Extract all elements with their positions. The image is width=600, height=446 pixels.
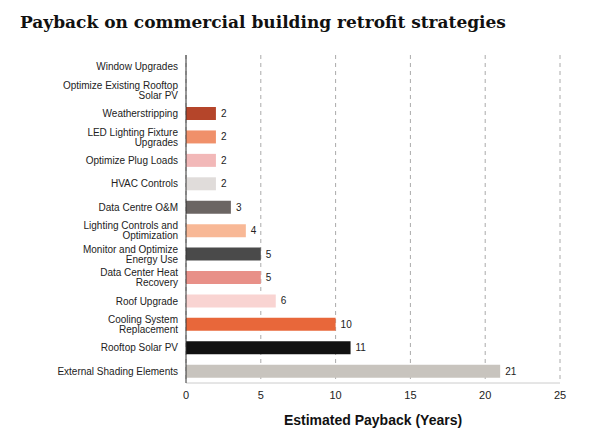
- svg-text:2: 2: [221, 155, 227, 166]
- svg-text:4: 4: [251, 225, 257, 236]
- svg-text:Roof Upgrade: Roof Upgrade: [116, 296, 179, 307]
- svg-text:25: 25: [554, 389, 566, 401]
- svg-text:2: 2: [221, 108, 227, 119]
- svg-text:5: 5: [266, 272, 272, 283]
- svg-text:2: 2: [221, 131, 227, 142]
- svg-text:Weatherstripping: Weatherstripping: [103, 108, 178, 119]
- svg-text:10: 10: [329, 389, 341, 401]
- svg-text:3: 3: [236, 202, 242, 213]
- svg-text:21: 21: [505, 366, 517, 377]
- svg-text:5: 5: [266, 249, 272, 260]
- svg-text:0: 0: [183, 389, 189, 401]
- svg-text:LED Lighting FixtureUpgrades: LED Lighting FixtureUpgrades: [87, 127, 178, 148]
- svg-text:External Shading Elements: External Shading Elements: [57, 366, 178, 377]
- svg-text:Lighting Controls andOptimizat: Lighting Controls andOptimization: [83, 220, 178, 241]
- svg-text:2: 2: [221, 178, 227, 189]
- svg-text:Window Upgrades: Window Upgrades: [96, 61, 178, 72]
- svg-text:5: 5: [258, 389, 264, 401]
- svg-text:Rooftop Solar PV: Rooftop Solar PV: [101, 342, 179, 353]
- svg-text:HVAC Controls: HVAC Controls: [111, 178, 178, 189]
- svg-text:11: 11: [356, 342, 367, 353]
- svg-text:6: 6: [281, 295, 287, 306]
- svg-text:Data Center HeatRecovery: Data Center HeatRecovery: [100, 267, 178, 288]
- svg-text:Monitor and OptimizeEnergy Use: Monitor and OptimizeEnergy Use: [83, 244, 178, 265]
- svg-text:10: 10: [341, 319, 353, 330]
- svg-text:20: 20: [479, 389, 491, 401]
- svg-text:Optimize Existing RooftopSolar: Optimize Existing RooftopSolar PV: [63, 80, 178, 101]
- svg-text:Cooling SystemReplacement: Cooling SystemReplacement: [108, 314, 178, 335]
- svg-text:Estimated Payback (Years): Estimated Payback (Years): [284, 412, 462, 428]
- svg-text:15: 15: [404, 389, 416, 401]
- svg-text:Optimize Plug Loads: Optimize Plug Loads: [86, 155, 178, 166]
- html-text:Payback on commercial building: Payback on commercial building retrofit …: [20, 12, 506, 32]
- svg-text:Data Centre O&M: Data Centre O&M: [99, 202, 178, 213]
